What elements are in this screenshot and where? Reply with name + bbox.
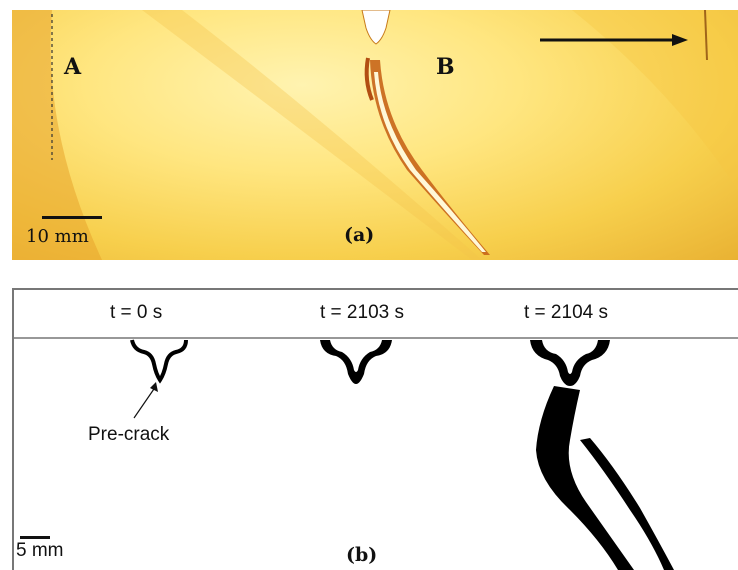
scale-text-b: 5 mm bbox=[16, 540, 64, 562]
label-b: B bbox=[436, 54, 455, 80]
pre-crack-annotation: Pre-crack bbox=[88, 424, 169, 446]
time-label-2: t = 2104 s bbox=[524, 302, 608, 324]
scale-text-a: 10 mm bbox=[26, 226, 89, 247]
frames-panel-b: t = 0 s t = 2103 s t = 2104 s Pre-crack … bbox=[12, 288, 738, 570]
label-a: A bbox=[64, 54, 81, 80]
caption-a: (a) bbox=[344, 224, 374, 246]
photo-illustration bbox=[12, 10, 738, 260]
time-label-1: t = 2103 s bbox=[320, 302, 404, 324]
photo-panel-a: A B 10 mm (a) bbox=[12, 10, 738, 260]
caption-b: (b) bbox=[346, 544, 377, 566]
time-label-0: t = 0 s bbox=[110, 302, 162, 324]
